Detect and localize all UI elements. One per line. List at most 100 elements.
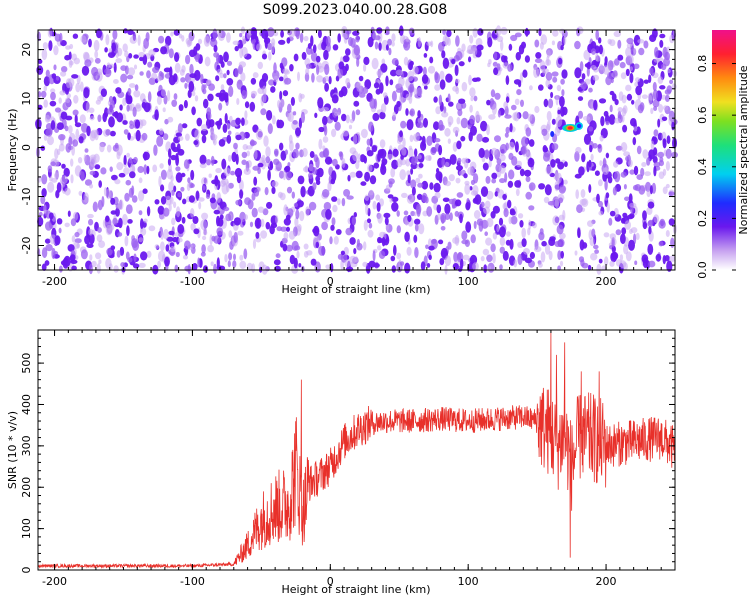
heatmap-cell bbox=[182, 198, 187, 205]
heatmap-cell bbox=[126, 104, 130, 112]
heatmap-cell bbox=[287, 112, 292, 121]
colorbar-tick-label: 0.2 bbox=[696, 210, 709, 228]
heatmap-cell bbox=[322, 189, 330, 198]
heatmap-cell bbox=[434, 84, 441, 91]
heatmap-cell bbox=[619, 61, 626, 69]
heatmap-cell bbox=[641, 94, 648, 99]
heatmap-cell bbox=[541, 128, 548, 136]
heatmap-cell bbox=[163, 228, 169, 240]
heatmap-cell bbox=[59, 32, 63, 43]
heatmap-cell bbox=[340, 250, 345, 256]
heatmap-cell bbox=[528, 182, 536, 191]
heatmap-cell bbox=[88, 228, 94, 236]
heatmap-cell bbox=[116, 250, 121, 258]
heatmap-cell bbox=[250, 29, 257, 36]
heatmap-cell bbox=[265, 156, 271, 164]
heatmap-cell bbox=[210, 130, 215, 137]
heatmap-cell bbox=[345, 114, 350, 124]
heatmap-cell bbox=[304, 72, 310, 82]
heatmap-cell bbox=[528, 219, 532, 230]
heatmap-cell bbox=[168, 48, 174, 59]
heatmap-cells bbox=[35, 25, 678, 275]
heatmap-cell bbox=[221, 178, 229, 185]
heatmap-cell bbox=[293, 257, 298, 269]
heatmap-cell bbox=[293, 202, 298, 208]
heatmap-cell bbox=[399, 25, 404, 36]
heatmap-cell bbox=[398, 76, 405, 87]
heatmap-cell bbox=[84, 148, 89, 153]
heatmap-cell bbox=[283, 204, 288, 216]
colorbar-tick-label: 0.8 bbox=[696, 55, 709, 73]
heatmap-cell bbox=[160, 88, 166, 97]
heatmap-cell bbox=[452, 263, 459, 270]
heatmap-cell bbox=[468, 74, 472, 86]
heatmap-cell bbox=[562, 106, 568, 116]
heatmap-cell bbox=[44, 238, 51, 244]
heatmap-cell bbox=[441, 111, 449, 118]
heatmap-cell bbox=[391, 41, 395, 47]
heatmap-cell bbox=[496, 158, 502, 165]
heatmap-cell bbox=[625, 47, 632, 58]
heatmap-cell bbox=[391, 159, 399, 170]
heatmap-cell bbox=[276, 226, 283, 232]
heatmap-cell bbox=[507, 199, 512, 209]
colorbar-tick-label: 0.0 bbox=[696, 261, 709, 279]
heatmap-cell bbox=[654, 46, 659, 58]
heatmap-cell bbox=[254, 149, 258, 160]
heatmap-cell bbox=[273, 158, 280, 165]
heatmap-cell bbox=[74, 231, 80, 238]
heatmap-cell bbox=[241, 35, 246, 46]
heatmap-cell bbox=[402, 137, 406, 148]
heatmap-cell bbox=[216, 120, 221, 130]
heatmap-cell bbox=[617, 39, 622, 49]
heatmap-cell bbox=[393, 104, 399, 115]
heatmap-cell bbox=[109, 166, 113, 172]
colorbar-gradient bbox=[712, 30, 736, 270]
heatmap-cell bbox=[516, 89, 522, 96]
heatmap-cell bbox=[292, 148, 299, 159]
heatmap-cell bbox=[169, 66, 173, 78]
heatmap-cell bbox=[171, 189, 175, 196]
heatmap-cell bbox=[177, 135, 184, 142]
heatmap-cell bbox=[253, 176, 258, 186]
heatmap-cell bbox=[292, 120, 298, 125]
heatmap-cell bbox=[267, 27, 275, 38]
heatmap-cell bbox=[449, 212, 453, 222]
heatmap-cell bbox=[609, 90, 615, 96]
heatmap-cell bbox=[520, 145, 527, 155]
heatmap-cell bbox=[457, 252, 462, 261]
heatmap-cell bbox=[520, 99, 524, 108]
heatmap-cell bbox=[505, 239, 511, 246]
heatmap-cell bbox=[649, 67, 654, 75]
heatmap-cell bbox=[186, 182, 191, 192]
heatmap-cell bbox=[574, 67, 582, 79]
heatmap-cell bbox=[316, 64, 320, 75]
heatmap-cell bbox=[618, 91, 624, 101]
heatmap-cell bbox=[232, 260, 237, 268]
heatmap-cell bbox=[609, 104, 613, 113]
heatmap-cell bbox=[331, 94, 339, 104]
x-tick-label: 200 bbox=[596, 275, 617, 288]
colorbar: 0.0 0.2 0.4 0.6 0.8 Normalized spectral ampl… bbox=[696, 30, 750, 279]
heatmap-cell bbox=[661, 63, 667, 71]
heatmap-cell bbox=[642, 149, 649, 159]
heatmap-cell bbox=[516, 160, 522, 168]
heatmap-cell bbox=[200, 73, 204, 85]
heatmap-cell bbox=[669, 255, 676, 262]
heatmap-cell bbox=[193, 140, 199, 146]
heatmap-cell bbox=[309, 151, 315, 158]
heatmap-cell bbox=[132, 263, 140, 269]
heatmap-cell bbox=[246, 32, 251, 40]
heatmap-cell bbox=[459, 213, 463, 224]
heatmap-cell bbox=[444, 255, 451, 267]
heatmap-cell bbox=[547, 200, 556, 206]
heatmap-cell bbox=[204, 56, 211, 67]
heatmap-cell bbox=[411, 186, 416, 196]
heatmap-cell bbox=[56, 122, 64, 130]
y-tick-label: 500 bbox=[20, 353, 33, 374]
heatmap-cell bbox=[317, 97, 324, 109]
heatmap-cell bbox=[591, 166, 596, 171]
heatmap-cell bbox=[466, 49, 473, 54]
heatmap-cell bbox=[329, 236, 333, 245]
heatmap-cell bbox=[318, 138, 323, 150]
